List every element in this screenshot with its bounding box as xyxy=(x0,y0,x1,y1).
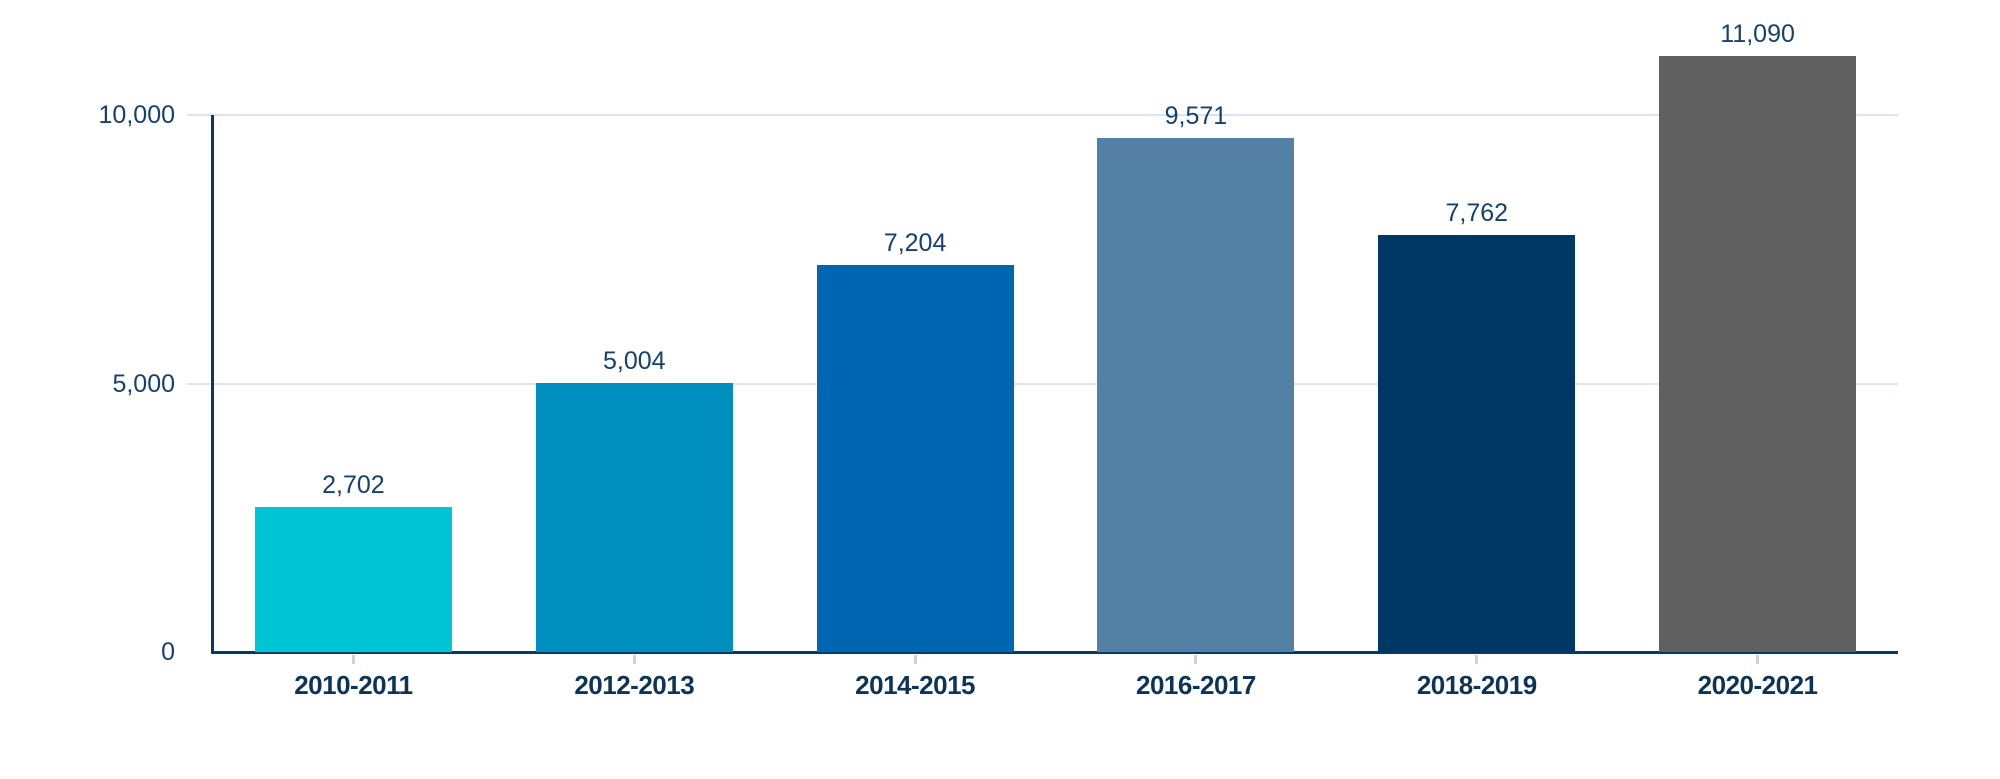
y-axis-tick-label: 5,000 xyxy=(112,369,175,398)
bar-2010-2011 xyxy=(254,506,452,652)
x-axis-category-label: 2012-2013 xyxy=(574,670,695,700)
x-axis-tick-mark xyxy=(1194,655,1198,664)
x-axis-tick-mark xyxy=(351,655,355,664)
x-axis-tick-mark xyxy=(1475,655,1479,664)
bar-value-label: 5,004 xyxy=(602,347,666,376)
bar-value-label: 11,090 xyxy=(1720,20,1795,49)
y-axis-line xyxy=(211,115,214,654)
x-axis-line xyxy=(211,651,1898,654)
bar-2016-2017 xyxy=(1097,138,1295,652)
x-axis-category-label: 2010-2011 xyxy=(294,670,413,700)
x-axis-category-label: 2018-2019 xyxy=(1416,670,1537,700)
bar-2014-2015 xyxy=(816,265,1014,652)
bar-value-label: 7,762 xyxy=(1445,199,1509,228)
y-gridline-5,000 xyxy=(187,382,1898,385)
bar-2020-2021 xyxy=(1659,56,1857,652)
bar-2018-2019 xyxy=(1378,235,1576,652)
x-axis-category-label: 2016-2017 xyxy=(1135,670,1256,700)
y-axis-tick-label: 10,000 xyxy=(98,101,175,129)
bar-2012-2013 xyxy=(535,383,733,652)
x-axis-category-label: 2020-2021 xyxy=(1697,670,1818,700)
y-axis-tick-label: 0 xyxy=(161,638,175,666)
bar-value-label: 7,204 xyxy=(883,229,947,258)
y-gridline-10,000 xyxy=(187,114,1898,116)
x-axis-category-label: 2014-2015 xyxy=(855,670,975,700)
x-axis-tick-mark xyxy=(913,655,917,664)
x-axis-tick-mark xyxy=(1756,655,1760,664)
bar-value-label: 2,702 xyxy=(322,470,385,499)
x-axis-tick-mark xyxy=(632,655,636,664)
bar-value-label: 9,571 xyxy=(1164,102,1228,131)
